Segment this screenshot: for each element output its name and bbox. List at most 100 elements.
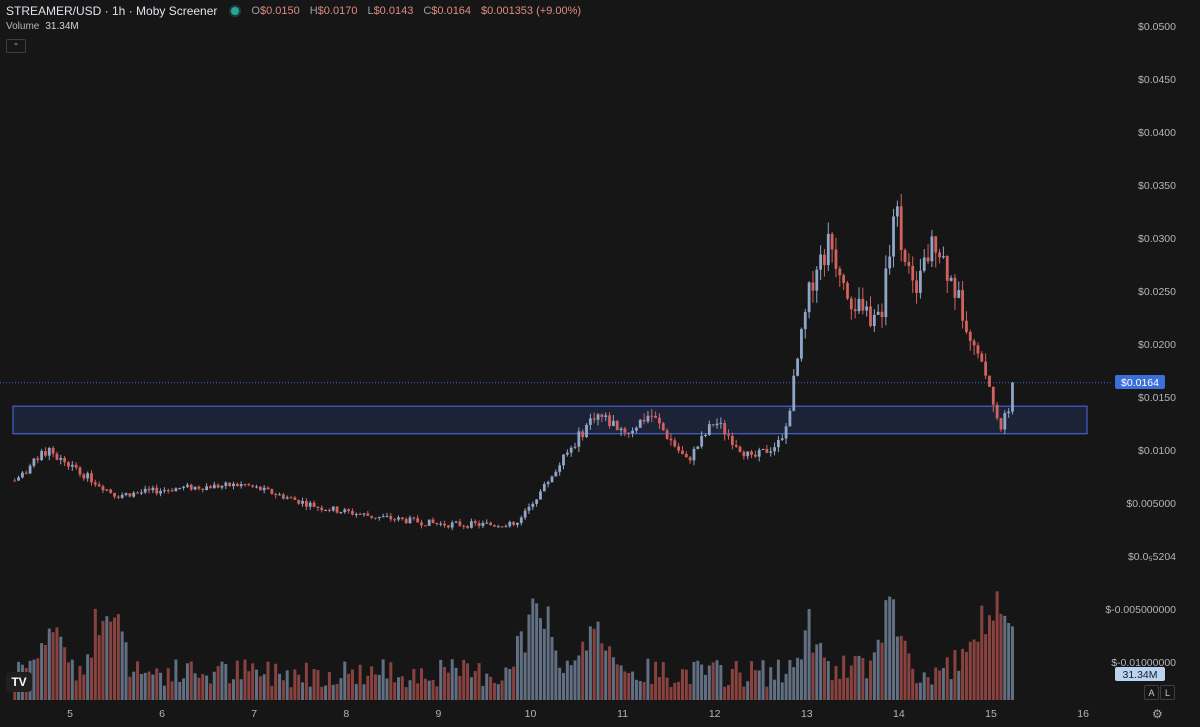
time-axis[interactable]: 5 6 7 8 9 10 11 12 13 14 15 16 — [67, 708, 1089, 720]
volume-bar — [696, 660, 700, 700]
candle-body — [201, 488, 205, 491]
volume-bar — [788, 659, 792, 700]
high-value: $0.0170 — [317, 5, 358, 17]
candle-body — [654, 415, 658, 418]
candle-body — [485, 522, 489, 524]
candle-body — [569, 447, 573, 453]
volume-bar — [151, 674, 155, 700]
candle-body — [704, 434, 707, 436]
volume-bar — [550, 636, 554, 700]
candle-body — [366, 513, 370, 516]
volume-bar — [512, 666, 516, 700]
candle-body — [155, 487, 159, 494]
volume-bar — [554, 650, 558, 700]
candle-body — [938, 252, 941, 258]
volume-bar — [36, 658, 40, 700]
candle-body — [907, 262, 911, 266]
candle-body — [742, 451, 746, 457]
candle-body — [542, 484, 546, 492]
symbol-title[interactable]: STREAMER/USD · 1h · Moby Screener — [6, 4, 218, 18]
volume-bar — [938, 670, 942, 700]
volume-bar — [312, 669, 316, 700]
candle-body — [592, 418, 596, 420]
volume-bar — [473, 671, 477, 700]
volume-bar — [469, 677, 473, 700]
volume-bar — [132, 671, 136, 700]
volume-bar — [393, 682, 397, 700]
volume-bar — [642, 682, 646, 700]
candle-body — [642, 419, 646, 422]
last-price-badge: $0.0164 — [1115, 375, 1165, 389]
candle-body — [93, 482, 97, 485]
support-zone-rectangle[interactable] — [12, 405, 1088, 435]
candle-body — [423, 525, 427, 527]
volume-bar — [109, 621, 113, 700]
volume-bar — [968, 641, 972, 700]
volume-bar — [255, 669, 259, 700]
volume-value: 31.34M — [45, 21, 79, 32]
volume-bar — [984, 634, 988, 700]
volume-bar — [842, 655, 846, 700]
volume-bar — [431, 679, 435, 700]
low-value: $0.0143 — [373, 5, 414, 17]
candle-body — [385, 516, 389, 518]
candle-body — [397, 517, 400, 520]
candle-body — [796, 358, 799, 376]
candle-body — [278, 494, 281, 496]
candle-body — [715, 423, 719, 426]
chevron-up-icon[interactable]: ⌃ — [6, 39, 26, 53]
volume-bar — [59, 636, 63, 700]
volume-bar — [301, 682, 305, 700]
volume-bar — [82, 674, 86, 700]
volume-bar — [600, 643, 604, 700]
candle-body — [443, 523, 446, 526]
volume-bar — [538, 618, 542, 700]
volume-bar — [128, 676, 132, 700]
volume-bar — [262, 674, 266, 700]
gear-icon[interactable]: ⚙ — [1152, 707, 1163, 721]
candle-body — [880, 311, 884, 318]
volume-bar — [523, 652, 527, 700]
volume-bar — [592, 628, 596, 700]
candle-body — [166, 490, 170, 492]
candle-body — [892, 216, 895, 257]
candle-body — [67, 462, 70, 467]
candle-body — [650, 415, 654, 417]
candle-body — [316, 506, 320, 508]
volume-bar — [331, 684, 335, 700]
volume-bar — [1007, 623, 1011, 700]
candle-body — [312, 502, 316, 507]
volume-bar — [347, 673, 351, 700]
price-axis-tick-label: $0.0400 — [1138, 127, 1176, 139]
candle-body — [888, 256, 892, 269]
volume-bar — [673, 682, 677, 700]
candle-body — [90, 473, 93, 483]
candle-body — [477, 523, 481, 526]
candle-body — [658, 417, 661, 424]
candle-body — [439, 523, 443, 525]
tradingview-logo-icon[interactable]: TV — [6, 672, 32, 692]
volume-bar — [976, 641, 980, 700]
candle-body — [949, 277, 953, 281]
candle-body — [577, 431, 581, 447]
low-label: L — [367, 5, 374, 17]
close-label: C — [423, 5, 432, 17]
candle-body — [684, 454, 688, 458]
volume-bar — [815, 644, 819, 700]
volume-bar — [136, 661, 140, 700]
volume-bar — [143, 672, 147, 700]
volume-bar — [89, 657, 93, 700]
volume-badge-text: 31.34M — [1122, 669, 1157, 681]
candle-body — [727, 434, 730, 436]
price-axis-tick-label: $0.0350 — [1138, 180, 1176, 192]
volume-bar — [903, 640, 907, 700]
candle-body — [765, 448, 769, 453]
volume-bar — [51, 632, 55, 700]
log-scale-button[interactable]: L — [1160, 685, 1175, 700]
auto-scale-button[interactable]: A — [1144, 685, 1159, 700]
volume-bar — [918, 682, 922, 700]
price-axis[interactable]: $0.0500 $0.0450 $0.0400 $0.0350 $0.0300 $0.02… — [1105, 21, 1176, 669]
volume-bar — [750, 661, 754, 700]
volume-bar — [458, 676, 462, 700]
